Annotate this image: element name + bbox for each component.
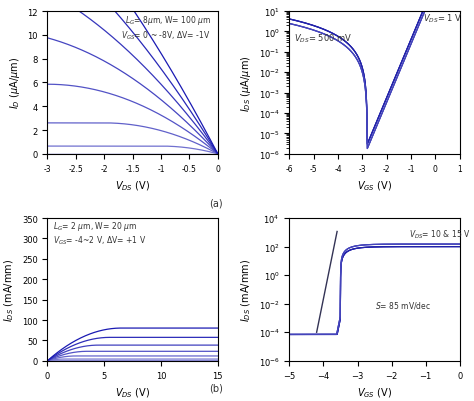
Text: $L_G$= 8$\mu$m, W= 100 $\mu$m
$V_{GS}$= 0 ~ -8V, $\Delta$V= -1V: $L_G$= 8$\mu$m, W= 100 $\mu$m $V_{GS}$= … (121, 14, 211, 42)
X-axis label: $V_{GS}$ (V): $V_{GS}$ (V) (357, 385, 392, 399)
Y-axis label: $I_{DS}$ (mA/mm): $I_{DS}$ (mA/mm) (3, 258, 16, 321)
Text: $V_{DS}$= 500 mV: $V_{DS}$= 500 mV (294, 32, 353, 45)
Text: (b): (b) (209, 383, 223, 393)
Text: $L_G$= 2 $\mu$m, W= 20 $\mu$m
$V_{GS}$= -4~2 V, $\Delta$V= +1 V: $L_G$= 2 $\mu$m, W= 20 $\mu$m $V_{GS}$= … (53, 219, 146, 247)
X-axis label: $V_{DS}$ (V): $V_{DS}$ (V) (115, 178, 150, 192)
Text: $S$= 85 mV/dec: $S$= 85 mV/dec (374, 300, 431, 311)
Text: $V_{DS}$= 1 V: $V_{DS}$= 1 V (423, 12, 463, 25)
Y-axis label: $I_{DS}$ ($\mu$A/$\mu$m): $I_{DS}$ ($\mu$A/$\mu$m) (239, 55, 253, 111)
Y-axis label: $I_D$ ($\mu$A/$\mu$m): $I_D$ ($\mu$A/$\mu$m) (8, 57, 22, 109)
X-axis label: $V_{DS}$ (V): $V_{DS}$ (V) (115, 385, 150, 399)
Text: $V_{DS}$= 10 & 15 V: $V_{DS}$= 10 & 15 V (409, 228, 470, 241)
Y-axis label: $I_{DS}$ (mA/mm): $I_{DS}$ (mA/mm) (239, 258, 253, 321)
Text: (a): (a) (209, 198, 223, 209)
X-axis label: $V_{GS}$ (V): $V_{GS}$ (V) (357, 178, 392, 192)
